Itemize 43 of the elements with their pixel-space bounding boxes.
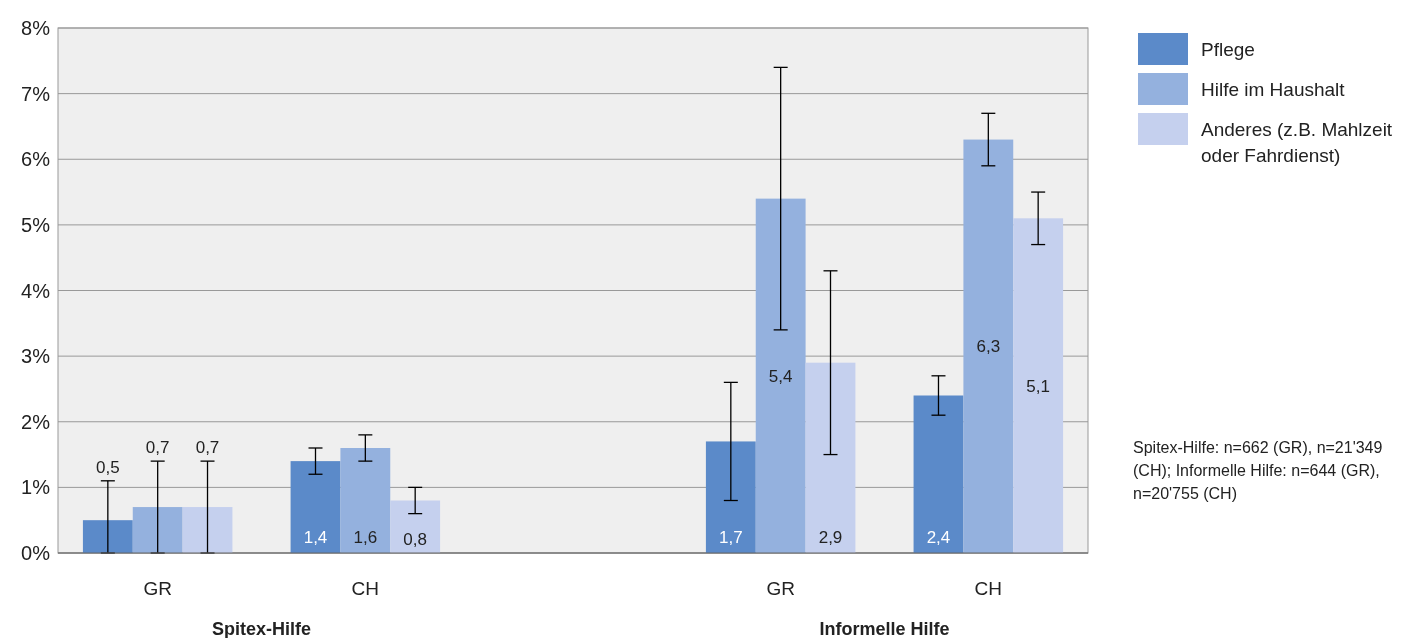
legend-label: Anderes (z.B. Mahlzeit oder Fahrdienst): [1201, 119, 1393, 166]
y-tick-label: 3%: [21, 345, 51, 368]
y-tick-label: 1%: [21, 476, 51, 499]
y-tick-label: 7%: [21, 82, 51, 105]
bar: [755, 198, 806, 553]
x-tick-label: CH: [351, 578, 380, 599]
y-tick-label: 6%: [21, 148, 51, 171]
data-label: 5,4: [768, 366, 793, 386]
data-label: 1,7: [719, 528, 743, 547]
data-label: 0,7: [195, 438, 220, 458]
x-tick-label: GR: [143, 578, 172, 599]
y-tick-label: 4%: [21, 279, 51, 302]
bar: [82, 520, 133, 553]
legend-label: Hilfe im Haushalt: [1201, 79, 1346, 100]
data-label: 2,9: [818, 528, 843, 547]
bar: [1013, 218, 1064, 553]
bar: [132, 507, 183, 553]
data-label: 1,6: [353, 528, 378, 547]
y-tick-label: 5%: [21, 213, 51, 236]
x-tick-label: CH: [974, 578, 1003, 599]
data-label: 0,8: [403, 530, 427, 549]
bar: [290, 461, 341, 553]
y-tick-label: 8%: [21, 17, 51, 39]
bar: [913, 395, 964, 553]
text: Informelle Hilfe: [819, 619, 950, 639]
bar: [182, 507, 233, 553]
text: Spitex-Hilfe: [211, 619, 312, 639]
bar: [705, 441, 756, 553]
data-label: 0,5: [96, 457, 120, 477]
data-label: 2,4: [926, 528, 951, 547]
data-label: 0,7: [145, 438, 170, 458]
bar: [963, 139, 1014, 553]
text: Spitex-Hilfe: n=662 (GR), n=21'349 (CH); Informelle Hilfe: n=644 (GR), n=20'755 (CH): [1133, 439, 1383, 502]
bar: [340, 448, 391, 553]
y-tick-label: 2%: [21, 410, 51, 433]
bar: [805, 362, 856, 553]
x-tick-label: GR: [766, 578, 795, 599]
legend-label: Pflege: [1201, 39, 1255, 60]
data-label: 5,1: [1026, 376, 1050, 396]
data-label: 1,4: [303, 528, 328, 547]
data-label: 6,3: [976, 337, 1001, 357]
y-tick-label: 0%: [21, 542, 51, 564]
bar: [390, 500, 441, 553]
